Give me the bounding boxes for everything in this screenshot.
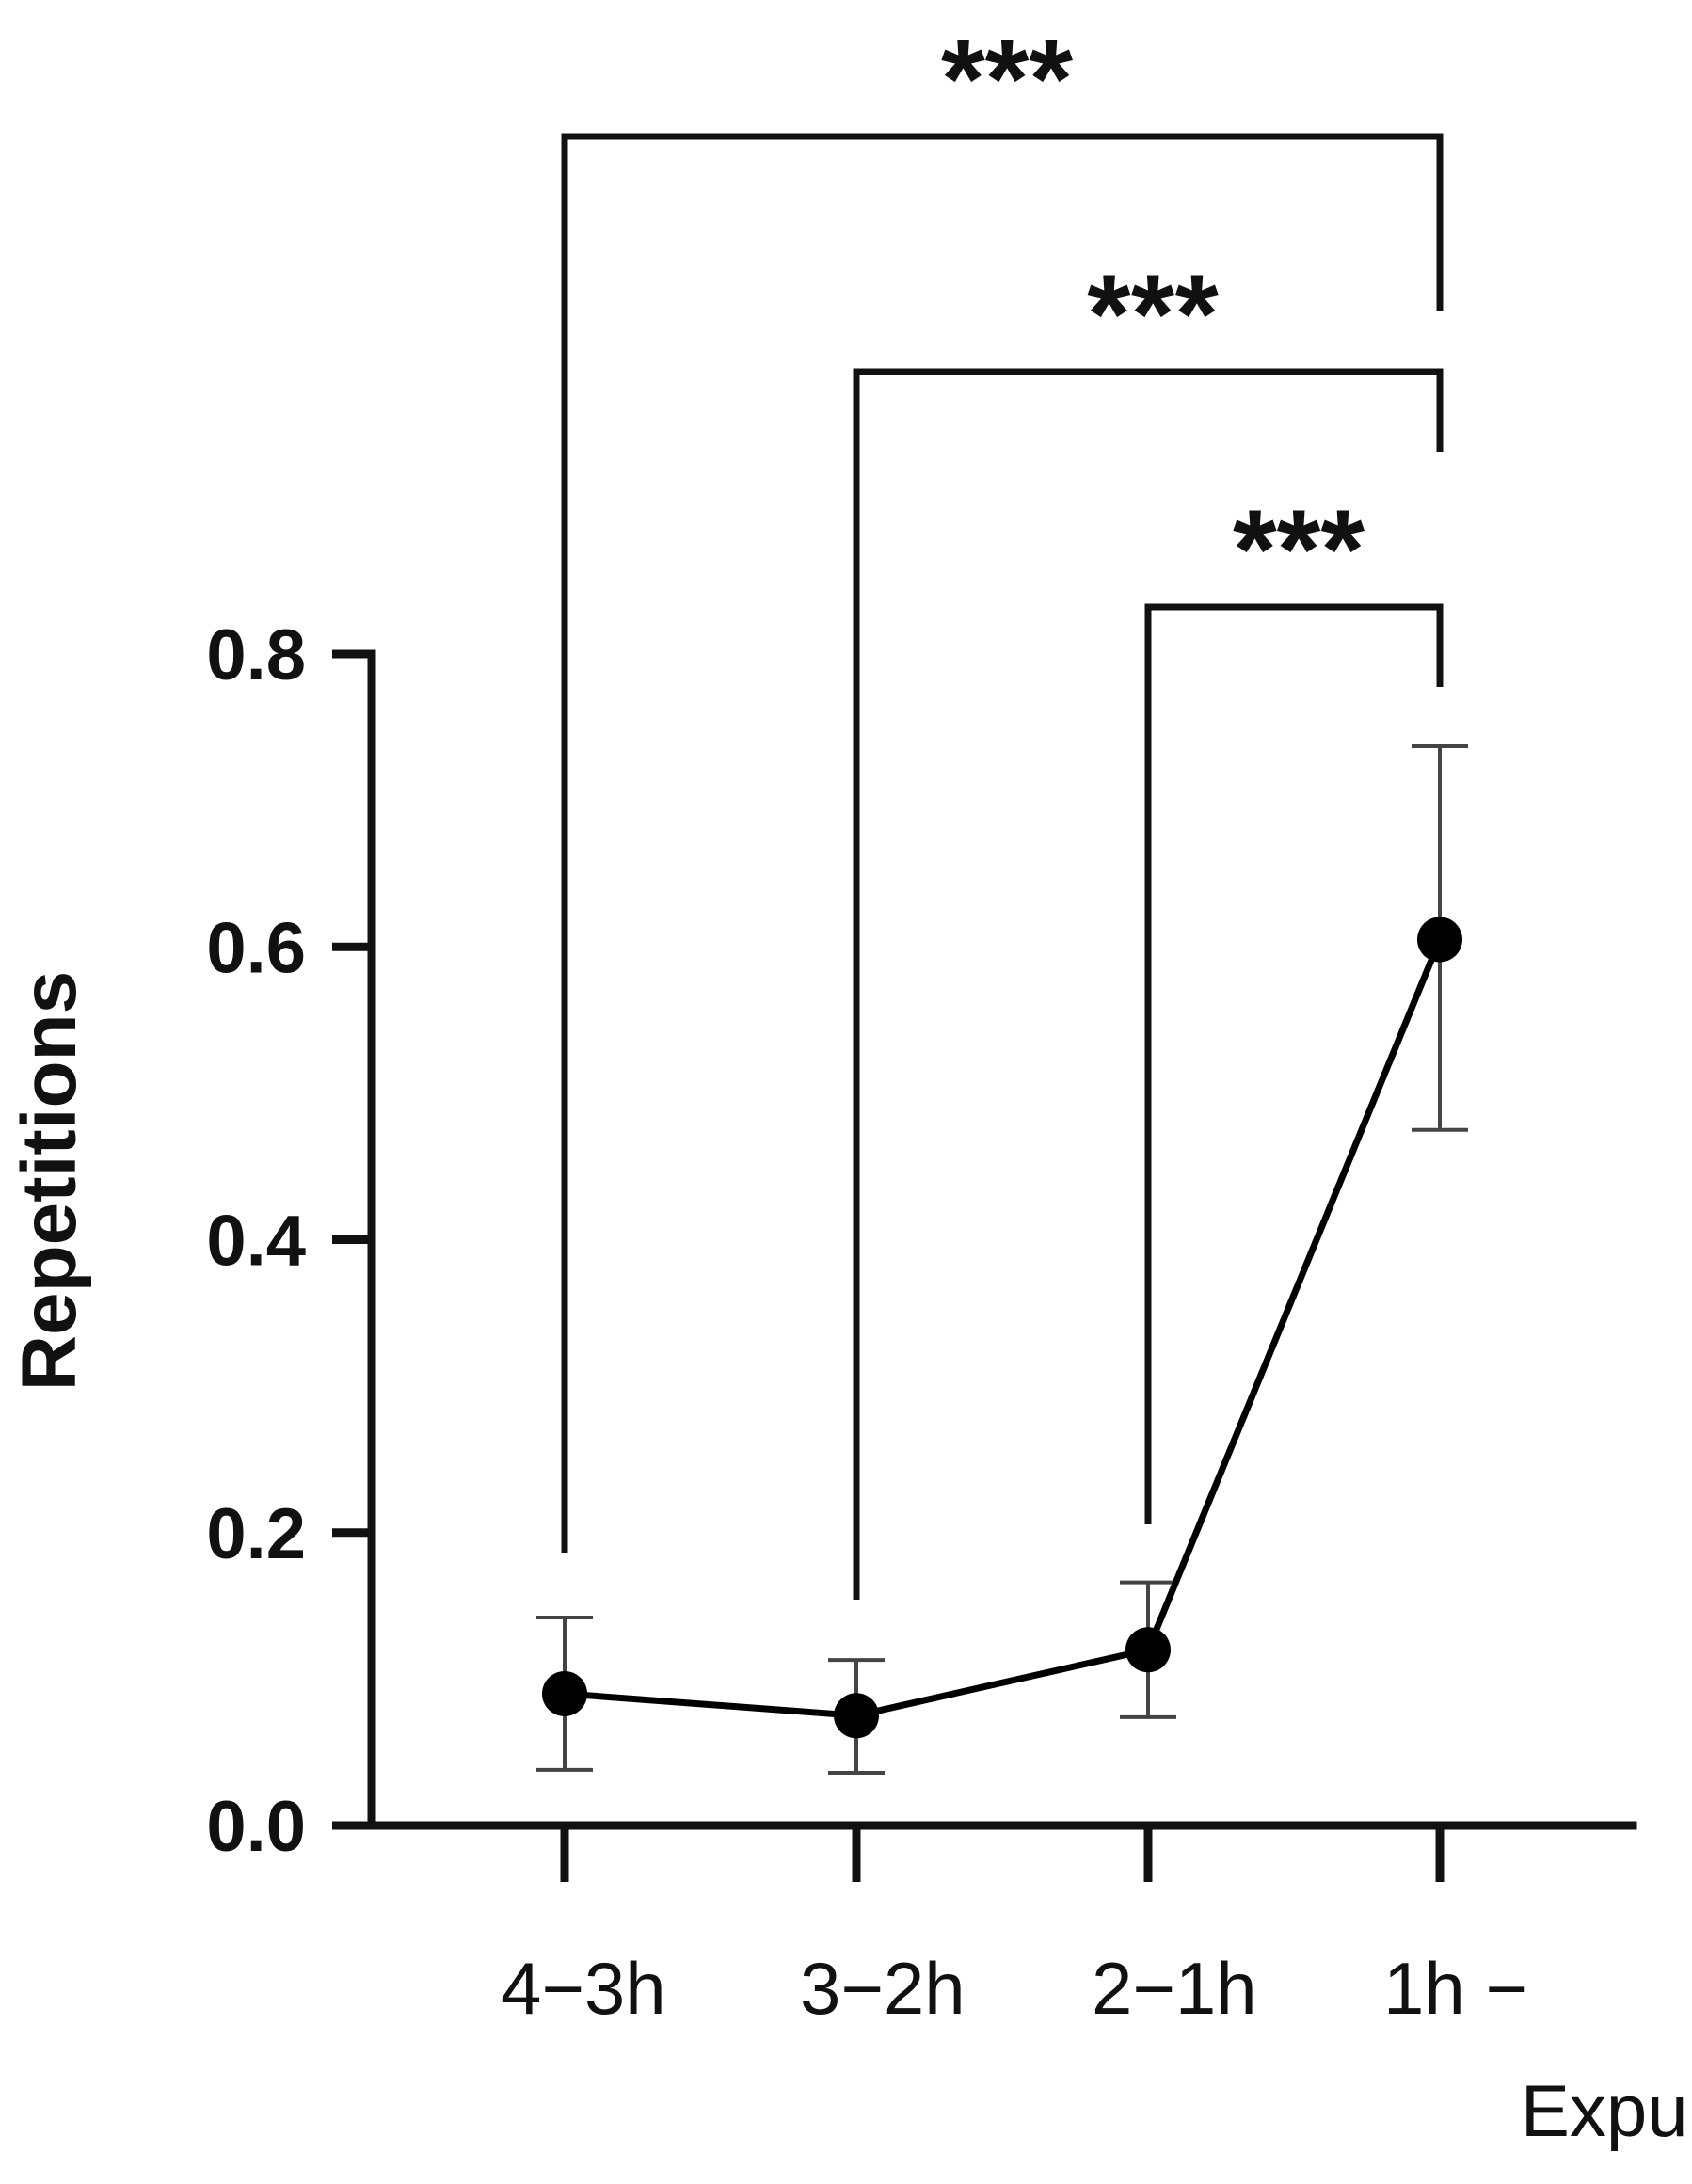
y-tick-label: 0.8 <box>206 615 306 695</box>
x-tick-label: 3−2h <box>800 1947 966 2030</box>
significance-bracket <box>561 133 1444 1553</box>
significance-label: *** <box>941 16 1073 142</box>
significance-label: *** <box>1087 251 1219 377</box>
error-bars <box>536 744 1468 1775</box>
data-point <box>542 1670 587 1716</box>
series-line <box>564 938 1444 1719</box>
data-point <box>1417 917 1462 963</box>
significance-bracket <box>853 368 1444 1600</box>
y-axis-title: Repetitions <box>7 971 92 1391</box>
x-tick-label: 4−3h <box>501 1947 666 2030</box>
significance-bracket <box>1144 603 1444 1524</box>
significance-brackets: ********* <box>561 16 1444 1600</box>
data-point <box>1125 1627 1171 1673</box>
y-tick-label: 0.2 <box>206 1494 306 1574</box>
y-tick-label: 0.6 <box>206 908 306 988</box>
significance-label: *** <box>1233 486 1365 613</box>
y-tick-label: 0.0 <box>206 1787 306 1867</box>
axes: 0.0 0.2 0.4 0.6 0.8 4−3h 3−2h 2−1h 1h − Expulsion <box>206 615 1692 2152</box>
y-tick-label: 0.4 <box>206 1202 306 1282</box>
data-point <box>834 1693 879 1739</box>
x-tick-label: 2−1h <box>1092 1947 1257 2030</box>
x-tick-label: 1h − <box>1383 1947 1528 2030</box>
x-tick-label-line2: Expulsion <box>1521 2069 1692 2152</box>
series <box>542 917 1462 1739</box>
